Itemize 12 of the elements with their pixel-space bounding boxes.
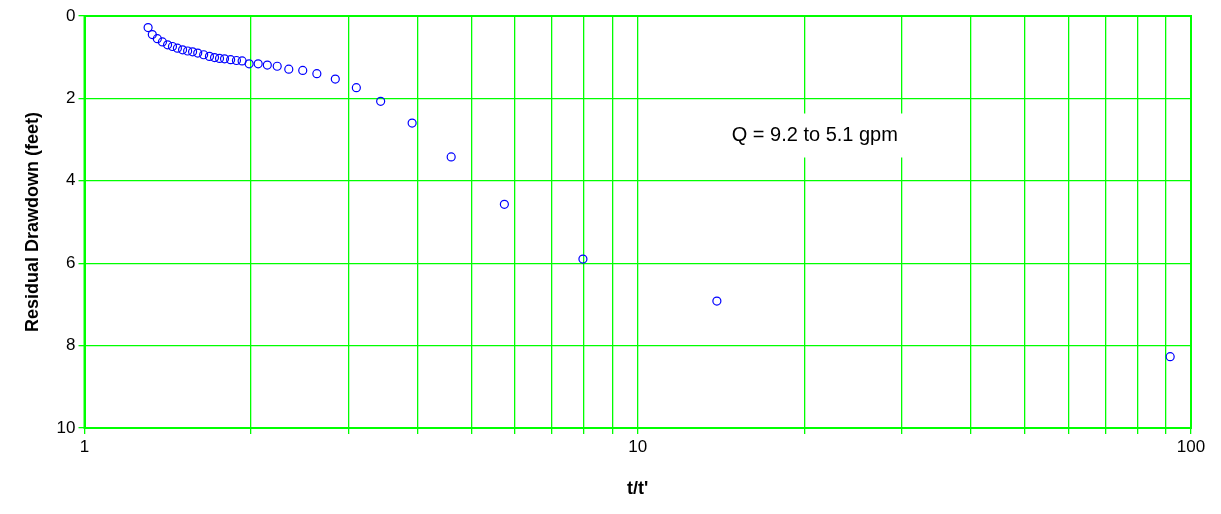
- x-tick-label: 1: [79, 436, 90, 456]
- annotation: Q = 9.2 to 5.1 gpm: [731, 123, 898, 145]
- x-axis-title: t/t': [627, 478, 649, 499]
- y-tick-label: 10: [56, 417, 76, 437]
- y-axis-title: Residual Drawdown (feet): [21, 111, 42, 333]
- y-tick-label: 0: [66, 5, 76, 25]
- y-tick-label: 6: [66, 252, 76, 272]
- y-tick-label: 4: [66, 170, 76, 190]
- y-tick-label: 8: [66, 335, 76, 355]
- x-tick-label: 100: [1176, 436, 1206, 456]
- y-tick-label: 2: [66, 88, 76, 108]
- x-tick-label: 10: [628, 436, 648, 456]
